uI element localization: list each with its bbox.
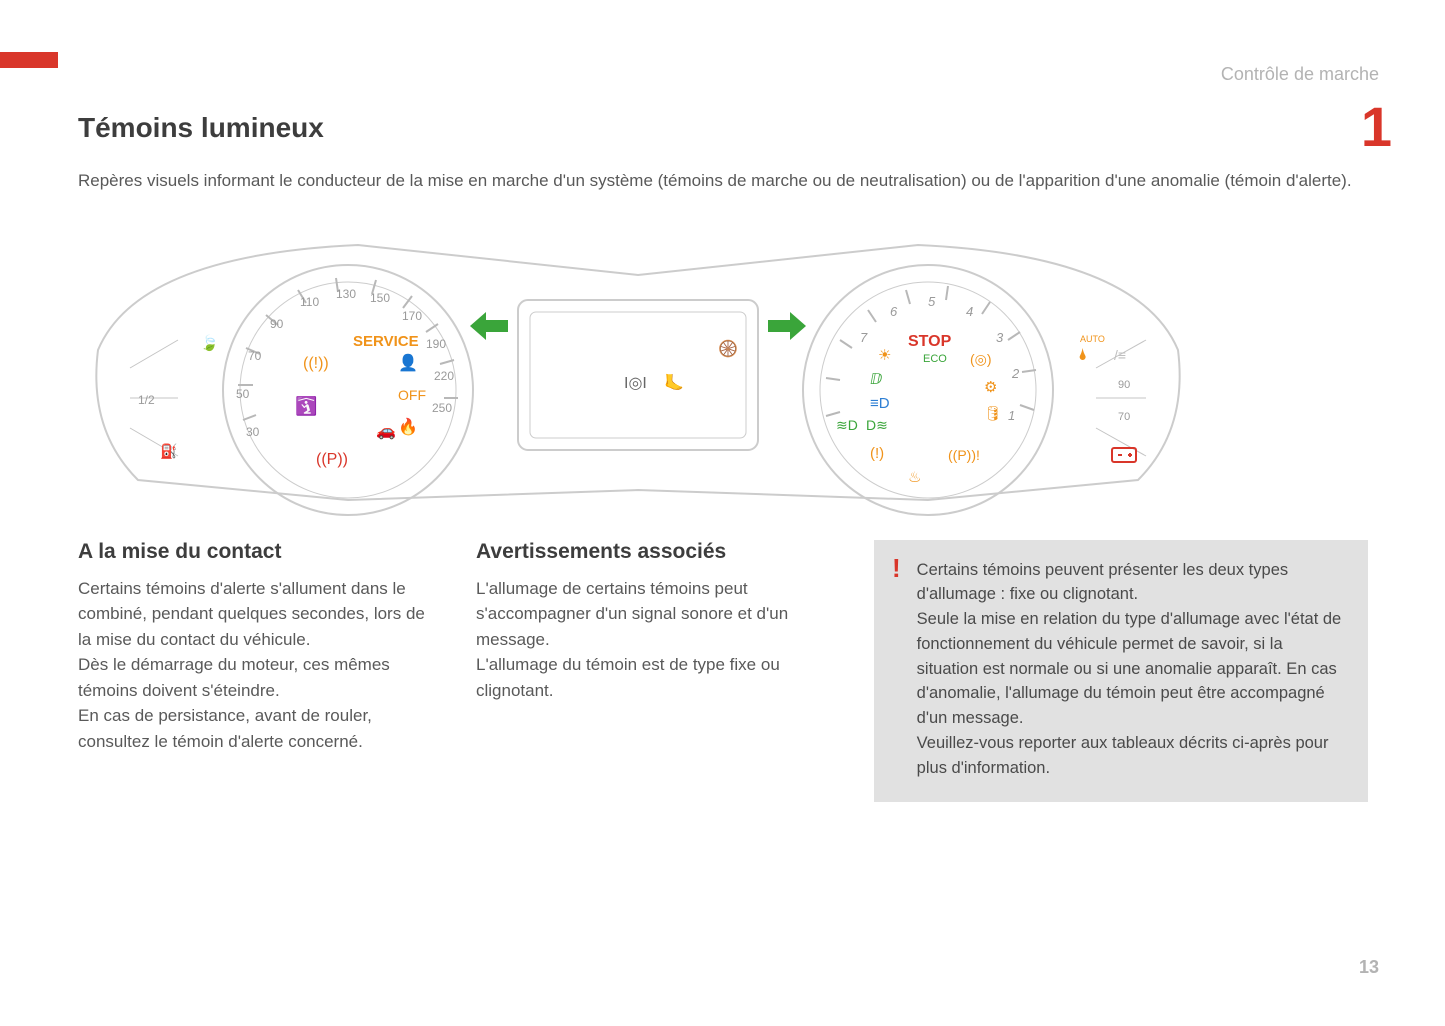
speed-tick-190: 190: [426, 337, 446, 351]
brake-warn-icon: ((P))!: [948, 447, 980, 463]
exclamation-icon: !: [892, 558, 901, 781]
fuel-half-label: 1/2: [138, 393, 155, 407]
rpm-tick-6: 6: [890, 304, 898, 319]
rpm-tick-7: 7: [860, 330, 868, 345]
parking-brake-icon: ((P)): [316, 451, 348, 468]
highbeam-icon: ≡D: [870, 395, 890, 412]
page-number: 13: [1359, 957, 1379, 978]
accent-bar: [0, 52, 58, 68]
foot-brake-icon: 🦶: [664, 373, 684, 392]
speed-tick-50: 50: [236, 387, 250, 401]
section-label: Contrôle de marche: [1221, 64, 1379, 85]
intro-text: Repères visuels informant le conducteur …: [78, 168, 1368, 194]
seatbelt-icon: 🛐: [295, 395, 317, 416]
headlight-range-icon: I◎I: [624, 375, 647, 392]
speed-tick-220: 220: [434, 369, 454, 383]
engine-icon: ⚙: [984, 379, 997, 396]
battery-icon: [1112, 448, 1136, 462]
speed-tick-70: 70: [248, 349, 262, 363]
speed-tick-90: 90: [270, 317, 284, 331]
speed-tick-250: 250: [432, 401, 452, 415]
esp-off-icon: OFF: [398, 387, 426, 403]
speed-tick-130: 130: [336, 287, 356, 301]
rpm-tick-2: 2: [1011, 366, 1020, 381]
rpm-tick-5: 5: [928, 294, 936, 309]
sun-icon: ☀: [878, 347, 891, 364]
service-label: SERVICE: [353, 333, 419, 350]
rpm-tick-3: 3: [996, 330, 1004, 345]
temp-70: 70: [1118, 411, 1130, 423]
fuel-pump-icon: ⛽: [160, 443, 177, 460]
eco-icon: 🍃: [200, 333, 219, 352]
eco-label: ECO: [923, 353, 947, 365]
infobox-body: Certains témoins peuvent présenter les d…: [917, 558, 1348, 781]
temp-90: 90: [1118, 379, 1130, 391]
col1-title: A la mise du contact: [78, 540, 442, 564]
col-contact: A la mise du contact Certains témoins d'…: [78, 540, 442, 803]
engine-temp-icon: 🔥: [398, 417, 418, 436]
foglight-rear-icon: D≋: [866, 417, 888, 433]
airbag-icon: 👤: [398, 353, 418, 372]
tire-pressure-icon: (!): [870, 445, 884, 462]
speed-tick-110: 110: [300, 295, 319, 309]
page-title: Témoins lumineux: [78, 112, 1368, 144]
lowbeam-icon: ⅅ: [870, 371, 882, 388]
steering-warn-icon: ((!)): [303, 355, 329, 372]
coolant-icon: ♨: [908, 469, 921, 486]
wiper-icon: 🌢: [1078, 347, 1088, 364]
dashboard-diagram: 30 50 70 90 110 130 150 170 190 220 250 …: [78, 220, 1198, 520]
turn-right-icon: [768, 312, 806, 340]
col-warnings: Avertissements associés L'allumage de ce…: [476, 540, 840, 803]
speed-tick-170: 170: [402, 309, 422, 323]
abs-icon: (◎): [970, 351, 992, 367]
auto-wiper-label: AUTO: [1080, 334, 1105, 344]
info-callout: ! Certains témoins peuvent présenter les…: [874, 540, 1368, 803]
stop-label: STOP: [908, 333, 952, 350]
rpm-tick-4: 4: [966, 304, 973, 319]
col2-title: Avertissements associés: [476, 540, 840, 564]
col1-body: Certains témoins d'alerte s'allument dan…: [78, 576, 442, 755]
speed-tick-30: 30: [246, 425, 260, 439]
foglight-front-icon: ≋D: [836, 417, 858, 433]
rpm-tick-1: 1: [1008, 408, 1015, 423]
steering-icon: 🛞: [718, 339, 738, 358]
speed-tick-150: 150: [370, 291, 390, 305]
turn-left-icon: [470, 312, 508, 340]
lane-assist-icon: 🚗: [376, 423, 396, 440]
oil-icon: 🛢: [984, 405, 1002, 421]
wiper-plain-icon: /≡: [1114, 347, 1126, 363]
col2-body: L'allumage de certains témoins peut s'ac…: [476, 576, 840, 704]
